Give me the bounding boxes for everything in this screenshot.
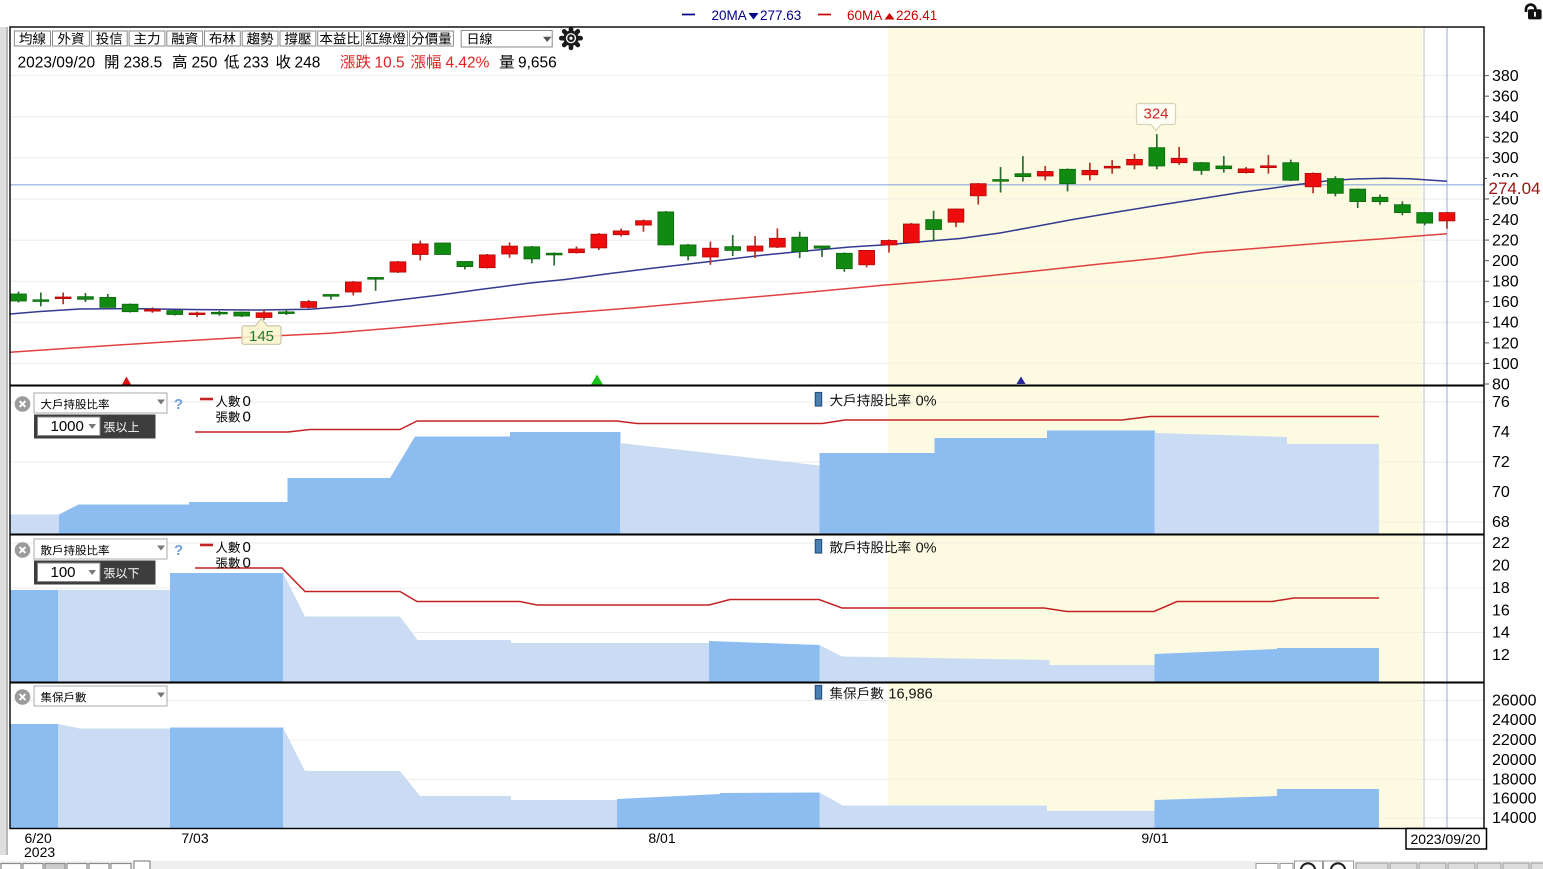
- svg-text:72: 72: [1492, 454, 1510, 471]
- svg-text:120: 120: [1492, 335, 1519, 352]
- svg-text:277.63: 277.63: [760, 8, 801, 23]
- svg-text:340: 340: [1492, 109, 1519, 126]
- svg-text:18000: 18000: [1492, 772, 1537, 789]
- svg-text:18: 18: [1492, 580, 1510, 597]
- svg-text:274.04: 274.04: [1489, 179, 1541, 198]
- svg-text:233: 233: [243, 55, 269, 72]
- svg-text:238.5: 238.5: [124, 55, 163, 72]
- svg-text:2023: 2023: [24, 844, 55, 860]
- svg-text:4.42%: 4.42%: [446, 55, 490, 72]
- svg-text:160: 160: [1492, 294, 1519, 311]
- svg-text:140: 140: [1492, 315, 1519, 332]
- svg-text:1000: 1000: [51, 418, 84, 435]
- svg-text:20MA: 20MA: [712, 8, 747, 23]
- svg-text:14: 14: [1492, 625, 1510, 642]
- svg-text:20000: 20000: [1492, 752, 1537, 769]
- svg-text:60MA: 60MA: [847, 8, 882, 23]
- svg-text:0: 0: [243, 555, 251, 572]
- svg-text:6/20: 6/20: [25, 830, 52, 846]
- svg-text:100: 100: [1492, 356, 1519, 373]
- svg-text:100: 100: [51, 564, 76, 581]
- svg-text:22: 22: [1492, 535, 1510, 552]
- svg-text:16: 16: [1492, 603, 1510, 620]
- svg-text:250: 250: [192, 55, 218, 72]
- svg-text:16,986: 16,986: [888, 686, 932, 702]
- svg-text:320: 320: [1492, 130, 1519, 147]
- svg-text:145: 145: [249, 328, 274, 345]
- svg-text:76: 76: [1492, 394, 1510, 411]
- svg-text:2023/09/20: 2023/09/20: [1410, 831, 1480, 847]
- svg-text:0: 0: [243, 539, 251, 556]
- svg-text:248: 248: [295, 55, 321, 72]
- svg-text:70: 70: [1492, 484, 1510, 501]
- svg-text:220: 220: [1492, 232, 1519, 249]
- svg-text:0: 0: [243, 409, 251, 426]
- svg-text:?: ?: [174, 542, 183, 559]
- svg-text:9,656: 9,656: [518, 55, 557, 72]
- svg-text:0: 0: [243, 393, 251, 410]
- svg-text:16000: 16000: [1492, 791, 1537, 808]
- svg-text:10.5: 10.5: [375, 55, 405, 72]
- svg-text:14000: 14000: [1492, 810, 1537, 827]
- svg-text:74: 74: [1492, 424, 1510, 441]
- svg-text:360: 360: [1492, 89, 1519, 106]
- svg-text:22000: 22000: [1492, 732, 1537, 749]
- svg-text:9/01: 9/01: [1141, 830, 1168, 846]
- svg-text:300: 300: [1492, 150, 1519, 167]
- svg-text:200: 200: [1492, 253, 1519, 270]
- svg-text:2023/09/20: 2023/09/20: [18, 55, 96, 72]
- svg-text:0%: 0%: [916, 540, 937, 556]
- svg-text:226.41: 226.41: [896, 8, 937, 23]
- svg-text:?: ?: [174, 396, 183, 413]
- svg-text:24000: 24000: [1492, 712, 1537, 729]
- svg-text:20: 20: [1492, 558, 1510, 575]
- svg-text:80: 80: [1492, 376, 1510, 393]
- svg-text:26000: 26000: [1492, 693, 1537, 710]
- svg-text:8/01: 8/01: [648, 830, 675, 846]
- svg-text:68: 68: [1492, 514, 1510, 531]
- svg-text:380: 380: [1492, 68, 1519, 85]
- svg-text:240: 240: [1492, 212, 1519, 229]
- svg-text:0%: 0%: [916, 393, 937, 409]
- svg-text:12: 12: [1492, 647, 1510, 664]
- svg-text:7/03: 7/03: [181, 830, 208, 846]
- svg-text:180: 180: [1492, 274, 1519, 291]
- svg-text:324: 324: [1143, 106, 1168, 123]
